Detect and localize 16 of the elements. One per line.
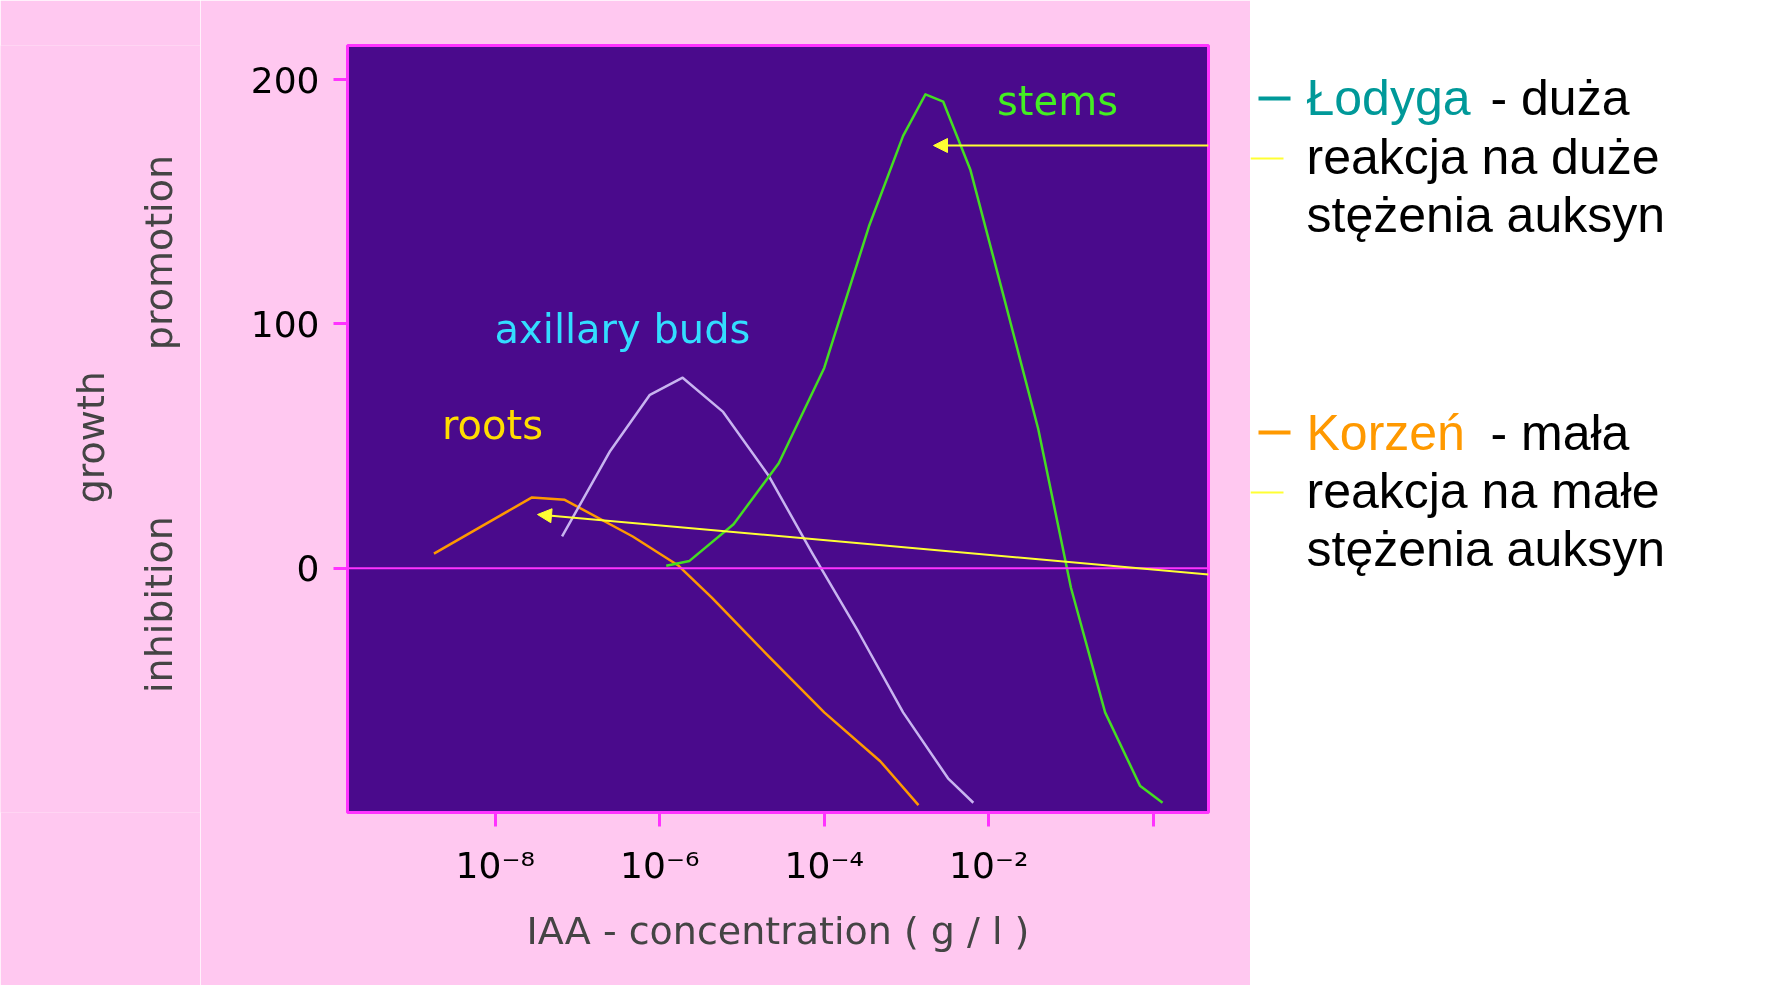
series-label: axillary buds: [494, 305, 751, 352]
y-tick-label: 100: [250, 303, 320, 345]
x-tick-label: 10⁻⁴: [784, 844, 864, 886]
x-tick-label: 10⁻⁶: [620, 844, 700, 886]
y-axis-title: growth: [68, 371, 113, 504]
y-tick-label: 200: [250, 59, 320, 101]
text: inhibition: [136, 516, 181, 693]
y-tick-label: 0: [296, 548, 320, 590]
x-tick-label: 10⁻²: [949, 844, 1029, 886]
text: Korzeń - mała reakcja na małe stężenia auksyn: [1306, 404, 1666, 578]
series-label: stems: [997, 77, 1118, 124]
x-tick-label: 10⁻⁸: [455, 844, 535, 886]
x-axis-title: IAA - concentration ( g / l ): [526, 908, 1030, 953]
series-label: roots: [441, 401, 544, 448]
text: Łodyga - duża reakcja na duże stężenia auksyn: [1306, 70, 1666, 244]
text: promotion: [136, 155, 181, 351]
